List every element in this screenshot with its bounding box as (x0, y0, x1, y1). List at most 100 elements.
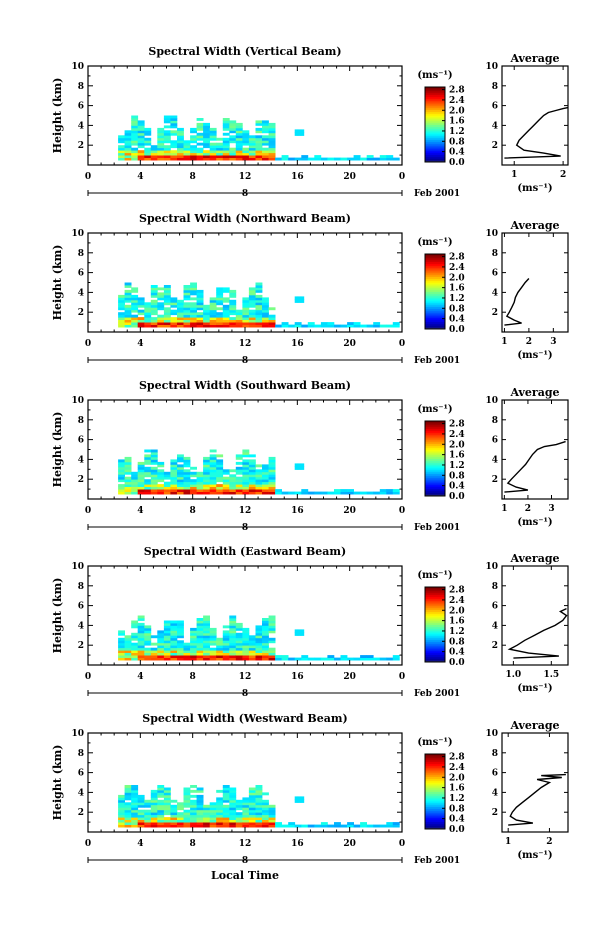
heatmap-cell (392, 824, 400, 828)
heatmap-cell (124, 484, 132, 487)
heatmap-cell (131, 135, 139, 139)
heatmap-cell (196, 137, 204, 141)
heatmap-cell (137, 304, 145, 308)
heatmap-cell (183, 794, 191, 798)
colorbar-segment (425, 255, 445, 259)
heatmap-cell (235, 309, 243, 313)
colorbar-segment (425, 490, 445, 493)
colorbar-segment (425, 613, 445, 616)
heatmap-cell (203, 615, 210, 619)
x-tick-label: 4 (137, 506, 143, 516)
date-label: Feb 2001 (414, 523, 460, 533)
heatmap-cell (118, 630, 125, 634)
heatmap-cell (157, 152, 165, 156)
heatmap-cell (170, 814, 178, 818)
heatmap-cell (157, 794, 165, 798)
heatmap-cell (242, 819, 250, 823)
heatmap-cell (203, 127, 210, 131)
heatmap-cell (196, 618, 204, 621)
heatmap-cell (170, 466, 178, 470)
heatmap-cell (248, 489, 256, 492)
heatmap-cell (268, 484, 276, 487)
heatmap-cell (124, 137, 132, 141)
heatmap-cell (392, 489, 400, 492)
heatmap-cell (203, 317, 210, 320)
heatmap-cell (209, 157, 217, 161)
heatmap-cell (229, 799, 237, 803)
heatmap-cell (255, 794, 263, 798)
heatmap-cell (196, 489, 204, 492)
heatmap-cell (150, 655, 158, 658)
y-tick-label: 6 (78, 602, 84, 612)
heatmap-cell (163, 476, 171, 480)
heatmap-cell (157, 461, 165, 465)
heatmap-cell (268, 479, 276, 483)
heatmap-cell (235, 157, 243, 161)
colorbar-tick-label: 1.6 (449, 784, 465, 794)
average-x-tick-label: 2 (525, 504, 531, 514)
heatmap-cell (196, 314, 204, 318)
heatmap-cell (216, 802, 224, 806)
heatmap-cell (137, 479, 145, 483)
heatmap-cell (262, 299, 269, 303)
heatmap-cell (190, 817, 197, 820)
heatmap-cell (124, 481, 132, 485)
heatmap-cell (190, 652, 197, 656)
heatmap-cell (314, 155, 322, 158)
heatmap-cell (255, 469, 263, 473)
heatmap-cell (177, 142, 184, 146)
heatmap-cell (268, 152, 276, 156)
colorbar-segment (425, 817, 445, 821)
colorbar-segment (425, 145, 445, 148)
heatmap-cell (150, 157, 158, 161)
heatmap-cell (222, 804, 230, 808)
heatmap-cell (118, 476, 125, 480)
colorbar-segment (425, 821, 445, 824)
colorbar-segment (425, 492, 445, 495)
heatmap-cell (190, 809, 197, 813)
heatmap-cell (124, 464, 132, 468)
heatmap-cell (229, 650, 237, 653)
heatmap-cell (242, 459, 250, 463)
heatmap-cell (157, 804, 165, 808)
heatmap-cell (268, 137, 276, 141)
heatmap-cell (170, 484, 178, 487)
heatmap-cell (255, 302, 263, 306)
colorbar-tick-label: 2.0 (449, 106, 465, 116)
heatmap-cell (124, 317, 132, 320)
heatmap-cell (229, 635, 237, 639)
heatmap-cell (196, 625, 204, 629)
average-frame (501, 232, 569, 333)
colorbar-tick-label: 0.8 (449, 637, 465, 647)
heatmap-cell (144, 637, 152, 641)
heatmap-cell (242, 486, 250, 490)
y-axis-label: Height (km) (51, 245, 64, 321)
heatmap-cell (124, 486, 132, 490)
heatmap-cell (203, 130, 210, 134)
heatmap-cell (170, 799, 178, 803)
heatmap-cell (177, 484, 184, 487)
heatmap-cell (340, 657, 348, 661)
heatmap-cell (255, 135, 263, 139)
heatmap-cell (196, 317, 204, 320)
heatmap-cell (163, 155, 171, 158)
heatmap-cell (294, 299, 299, 303)
heatmap-cell (386, 324, 394, 328)
heatmap-cell (170, 817, 178, 820)
heatmap-cell (144, 454, 152, 458)
heatmap-cell (177, 152, 184, 156)
heatmap-cell (209, 632, 217, 636)
heatmap-cell (268, 469, 276, 473)
heatmap-cell (262, 317, 269, 320)
heatmap-cell (118, 491, 125, 495)
average-title: Average (509, 219, 559, 232)
colorbar-segment (425, 804, 445, 807)
heatmap-cell (131, 812, 139, 816)
heatmap-cell (196, 292, 204, 296)
heatmap-cell (222, 287, 230, 291)
heatmap-cell (183, 817, 191, 820)
heatmap-cell (157, 319, 165, 323)
heatmap-cell (183, 792, 191, 796)
heatmap-cell (235, 466, 243, 470)
colorbar-segment (425, 439, 445, 443)
